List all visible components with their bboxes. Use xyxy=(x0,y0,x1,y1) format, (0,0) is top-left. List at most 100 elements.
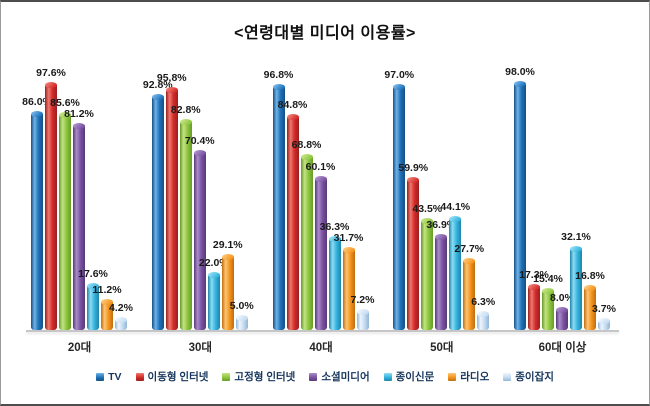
bar-top-cap xyxy=(356,308,369,315)
bar-c4-s1: 97.0% xyxy=(384,69,414,330)
legend-marker-icon xyxy=(135,372,144,381)
bar-top-cap xyxy=(556,306,568,313)
bar-body xyxy=(449,216,462,330)
bar-body xyxy=(193,150,206,330)
bar-c4-s6: 27.7% xyxy=(454,79,484,330)
bar-c1-s3: 85.6% xyxy=(50,79,80,330)
bar-top-cap xyxy=(151,94,164,101)
bar-group-4: 97.0% 59.9% 43.5% 36.9% 44.1% 27.7% 6.3% xyxy=(384,69,495,330)
bar-top-cap xyxy=(300,154,313,161)
x-axis-label-1: 20대 xyxy=(67,342,92,354)
legend-label: 라디오 xyxy=(460,371,490,383)
legend-label: 종이잡지 xyxy=(515,371,554,383)
bar-c2-s7: 5.0% xyxy=(230,79,254,330)
bar-value-label: 15.4% xyxy=(533,273,563,286)
bar-body xyxy=(407,176,420,330)
bar-body xyxy=(514,81,526,330)
bar-body xyxy=(272,84,285,330)
bar-body xyxy=(87,282,99,330)
bar-body xyxy=(179,119,192,330)
bar-c2-s1: 92.8% xyxy=(143,79,173,330)
bar-body xyxy=(300,154,313,330)
bar-top-cap xyxy=(570,246,582,253)
bar-c4-s3: 43.5% xyxy=(412,79,442,330)
bar-body xyxy=(165,86,178,330)
legend-marker-icon xyxy=(309,372,318,381)
bar-c3-s6: 31.7% xyxy=(334,79,363,330)
bar-body xyxy=(342,247,355,330)
bar-c2-s2: 95.8% xyxy=(157,72,187,330)
bar-c1-s7: 4.2% xyxy=(109,79,133,330)
x-axis-labels: 20대 30대 40대 50대 60대 이상 xyxy=(31,339,611,355)
bar-top-cap xyxy=(59,112,71,119)
bar-top-cap xyxy=(286,114,299,121)
bar-c1-s5: 17.6% xyxy=(78,79,108,330)
bar-top-cap xyxy=(584,284,596,291)
bar-top-cap xyxy=(542,288,554,295)
plot-area: 86.0% 97.6% 85.6% 81.2% 17.6% 11.2% 4.2% 92.8% 9… xyxy=(22,66,619,332)
bar-c2-s3: 82.8% xyxy=(171,79,201,330)
bar-value-label: 32.1% xyxy=(561,231,591,244)
bar-c1-s4: 81.2% xyxy=(64,79,94,330)
bar-top-cap xyxy=(328,235,341,242)
bar-group-2: 92.8% 95.8% 82.8% 70.4% 22.0% 29.1% 5.0% xyxy=(143,72,254,330)
bar-c5-s3: 15.4% xyxy=(533,79,563,330)
bar-c5-s1: 98.0% xyxy=(505,66,535,330)
bar-top-cap xyxy=(463,257,476,264)
legend-label: 고정형 인터넷 xyxy=(234,371,296,383)
bar-value-label: 8.0% xyxy=(550,291,574,304)
legend-label: 종이신문 xyxy=(395,371,435,383)
bar-c2-s4: 70.4% xyxy=(185,79,215,330)
bar-value-label: 7.2% xyxy=(350,293,375,306)
bar-c5-s7: 3.7% xyxy=(592,79,616,330)
bar-top-cap xyxy=(101,298,113,305)
bar-value-label: 97.6% xyxy=(36,67,66,79)
bar-value-label: 27.7% xyxy=(454,242,485,255)
bar-c3-s3: 68.8% xyxy=(292,79,321,330)
bar-body xyxy=(115,316,127,330)
bar-value-label: 16.8% xyxy=(575,269,605,282)
bar-value-label: 17.6% xyxy=(78,267,108,280)
bar-body xyxy=(556,306,568,330)
legend-item-5: 종이신문 xyxy=(383,369,435,384)
legend-marker-icon xyxy=(96,372,105,381)
bar-top-cap xyxy=(115,316,127,323)
bar-groups-container: 86.0% 97.6% 85.6% 81.2% 17.6% 11.2% 4.2% 92.8% 9… xyxy=(22,66,616,330)
legend: TV 이동형 인터넷 고정형 인터넷 소셜미디어 종이신문 라디오 종이잡지 xyxy=(1,369,649,384)
bar-value-label: 44.1% xyxy=(440,201,471,214)
bar-top-cap xyxy=(272,84,285,90)
bar-top-cap xyxy=(407,176,420,183)
x-axis-label-2: 30대 xyxy=(188,342,212,354)
bar-top-cap xyxy=(221,254,234,260)
bar-value-label: 59.9% xyxy=(398,161,429,174)
bar-body xyxy=(477,311,490,330)
bar-c4-s5: 44.1% xyxy=(440,79,470,330)
bar-c1-s2: 97.6% xyxy=(36,67,66,330)
bar-value-label: 98.0% xyxy=(505,66,535,78)
bar-value-label: 81.2% xyxy=(64,108,94,121)
bar-body xyxy=(31,111,43,330)
bar-value-label: 36.9% xyxy=(426,219,457,232)
bar-value-label: 68.8% xyxy=(291,139,322,152)
bar-body xyxy=(421,217,434,330)
bar-top-cap xyxy=(421,217,434,224)
bar-top-cap xyxy=(31,111,43,118)
bar-value-label: 86.0% xyxy=(22,96,52,109)
bar-value-label: 43.5% xyxy=(412,202,443,215)
bar-value-label: 31.7% xyxy=(333,232,364,245)
bar-top-cap xyxy=(179,119,192,126)
bar-c5-s4: 8.0% xyxy=(550,79,574,330)
x-axis-label-4: 50대 xyxy=(430,342,454,354)
bar-group-5: 98.0% 17.3% 15.4% 8.0% 32.1% 16.8% 3.7% xyxy=(505,66,616,330)
bar-value-label: 60.1% xyxy=(305,161,336,174)
legend-marker-icon xyxy=(503,372,512,381)
legend-marker-icon xyxy=(222,372,231,381)
bar-c3-s1: 96.8% xyxy=(264,69,293,330)
bar-body xyxy=(528,283,540,330)
bar-value-label: 11.2% xyxy=(92,283,122,296)
bar-value-label: 4.2% xyxy=(109,301,133,314)
bar-c5-s5: 32.1% xyxy=(561,79,591,330)
bar-c4-s4: 36.9% xyxy=(426,79,456,330)
bar-body xyxy=(542,288,554,330)
